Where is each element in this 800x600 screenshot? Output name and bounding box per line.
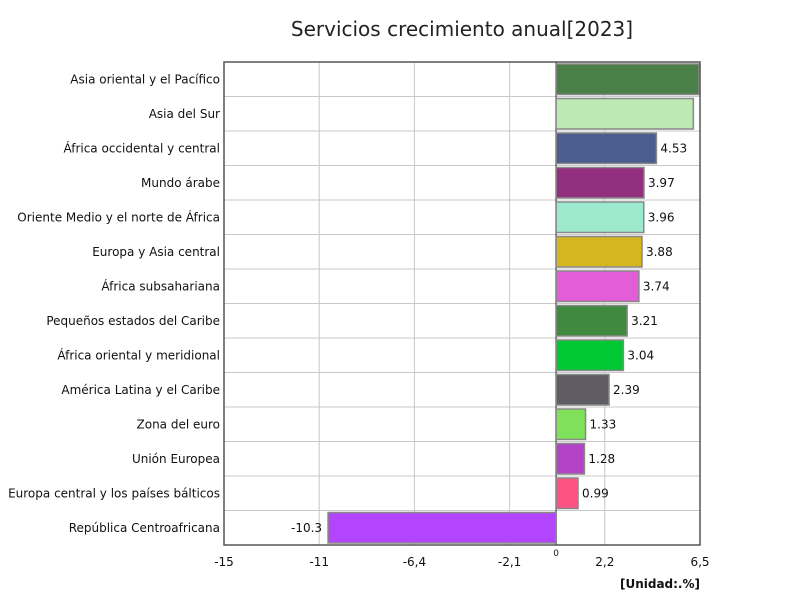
x-tick-label: -11 [309,555,329,569]
data-label: 3.88 [646,245,673,259]
data-label: 2.39 [613,383,640,397]
category-label: África occidental y central [63,140,220,155]
bar [555,97,695,130]
data-label: 0.99 [582,486,609,500]
unit-label: [Unidad:.%] [620,577,700,591]
bar [327,511,557,544]
category-label: América Latina y el Caribe [61,383,220,397]
data-label: 3.97 [648,176,675,190]
category-label: Pequeños estados del Caribe [46,314,220,328]
bar [555,408,587,441]
category-label: Asia oriental y el Pacífico [70,72,220,86]
bar [555,477,579,510]
bar [555,373,610,406]
x-tick-label: 6,5 [690,555,709,569]
data-label: 3.21 [631,314,658,328]
bar [555,132,658,165]
plot-frame [223,61,701,546]
bar [555,442,586,475]
bar [555,166,645,199]
category-label: Mundo árabe [141,176,220,190]
bar [555,235,643,268]
x-tick-label: -2,1 [498,555,521,569]
category-label: República Centroafricana [69,521,220,535]
category-label: Zona del euro [137,417,220,431]
chart-title: Servicios crecimiento anual[2023] [291,17,633,41]
category-label: Oriente Medio y el norte de África [17,209,220,224]
bar [555,339,625,372]
bars [327,63,700,544]
data-label: 1.33 [590,417,617,431]
data-label: 3.74 [643,279,670,293]
data-label: 3.96 [648,210,675,224]
category-label: África oriental y meridional [57,347,220,362]
data-label: -10.3 [291,521,322,535]
x-tick-label: 2,2 [595,555,614,569]
category-label: Unión Europea [132,452,220,466]
category-labels: Asia oriental y el Pacífico Asia del Sur Á… [8,72,220,535]
bar [555,201,645,234]
data-labels: 4.53 3.97 3.96 3.88 3.74 3.21 3.04 2.39 1.33 1.28… [291,141,687,535]
data-label: 1.28 [588,452,615,466]
x-axis-ticks: -15 -11 -6,4 -2,1 2,2 6,5 0 [214,549,709,569]
bar [555,304,628,337]
x-tick-label: -15 [214,555,234,569]
category-label: Asia del Sur [149,107,220,121]
zero-tick-label: 0 [553,549,559,559]
bar [555,63,700,96]
category-label: Europa y Asia central [92,245,220,259]
category-label: África subsahariana [101,278,220,293]
data-label: 3.04 [627,348,654,362]
category-label: Europa central y los países bálticos [8,486,220,500]
x-tick-label: -6,4 [403,555,426,569]
bar [555,270,640,303]
data-label: 4.53 [660,141,687,155]
